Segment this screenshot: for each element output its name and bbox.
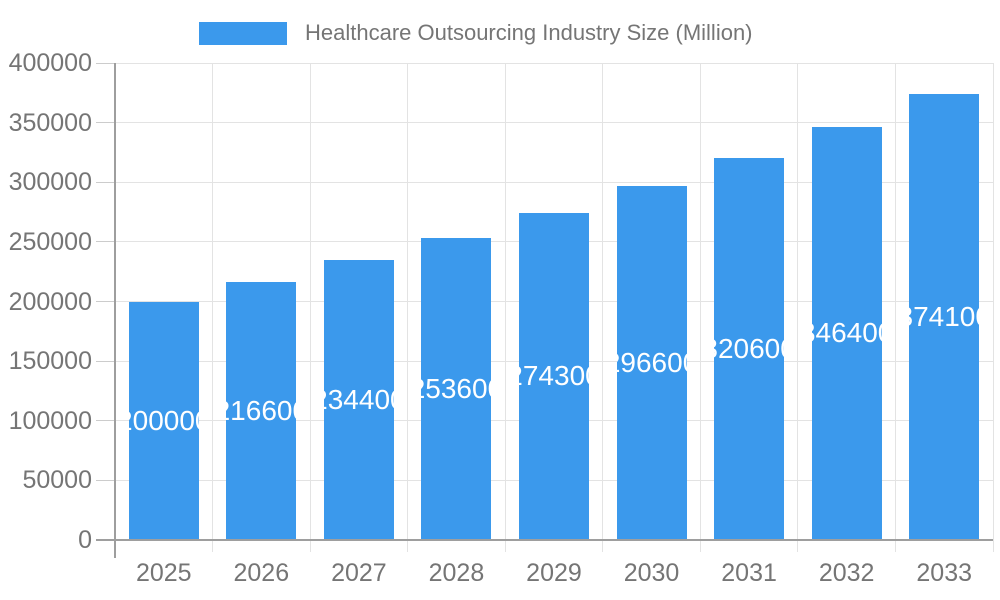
x-axis-label-2031: 2031 <box>721 559 777 587</box>
bar-2033[interactable]: 374100 <box>909 93 980 540</box>
x-axis-label-2030: 2030 <box>623 559 680 587</box>
x-axis-label-2026: 2026 <box>233 559 290 587</box>
bar-value-label-2032: 346400 <box>812 317 882 349</box>
gridline-h-300000 <box>115 181 993 183</box>
y-axis-tick-label-250000: 250000 <box>8 227 92 256</box>
bar-2029[interactable]: 274300 <box>519 212 589 540</box>
legend-label: Healthcare Outsourcing Industry Size (Mi… <box>305 20 753 45</box>
gridline-v <box>797 63 799 552</box>
y-axis-tick-label-300000: 300000 <box>8 168 92 197</box>
gridline-v <box>212 63 214 552</box>
bar-2026[interactable]: 216600 <box>226 281 297 540</box>
bar-2027[interactable]: 234400 <box>323 260 394 540</box>
gridline-v <box>602 63 604 552</box>
bar-2028[interactable]: 253600 <box>421 237 492 540</box>
x-axis-line <box>96 539 993 541</box>
x-axis-label-2033: 2033 <box>916 559 973 587</box>
gridline-v <box>407 63 409 552</box>
x-axis-label-2028: 2028 <box>428 559 485 587</box>
y-axis-tick <box>96 181 115 183</box>
x-axis-label-2025: 2025 <box>135 559 192 587</box>
chart-legend: Healthcare Outsourcing Industry Size (Mi… <box>199 20 753 46</box>
bar-2030[interactable]: 296600 <box>616 186 687 540</box>
y-axis-tick-label-100000: 100000 <box>8 406 92 435</box>
y-axis-tick-label-400000: 400000 <box>8 49 92 77</box>
bar-value-label-2027: 234400 <box>324 384 394 416</box>
x-axis-label-2027: 2027 <box>331 559 387 587</box>
y-axis-tick-label-350000: 350000 <box>8 108 92 137</box>
y-axis-line <box>114 63 116 558</box>
gridline-h-400000 <box>115 62 993 64</box>
gridline-v <box>504 63 506 552</box>
y-axis-tick <box>96 122 115 124</box>
y-axis-tick <box>96 62 115 64</box>
x-axis-label-2029: 2029 <box>526 559 582 587</box>
x-axis-label-2032: 2032 <box>818 559 875 587</box>
legend-swatch <box>199 21 287 45</box>
gridline-v <box>699 63 701 552</box>
gridline-v <box>992 63 994 552</box>
bar-value-label-2033: 374100 <box>909 300 979 332</box>
bar-value-label-2029: 274300 <box>519 360 589 392</box>
gridline-h-350000 <box>115 122 993 124</box>
y-axis-tick <box>96 360 115 362</box>
y-axis-tick <box>96 241 115 243</box>
y-axis-tick-label-0: 0 <box>78 526 92 554</box>
bar-value-label-2028: 253600 <box>421 372 491 404</box>
y-axis-tick <box>96 301 115 302</box>
y-axis-tick-label-200000: 200000 <box>8 287 92 316</box>
bar-2031[interactable]: 320600 <box>714 157 785 540</box>
y-axis-tick-label-150000: 150000 <box>8 347 92 376</box>
bar-value-label-2025: 200000 <box>129 404 199 436</box>
bar-value-label-2030: 296600 <box>617 347 687 379</box>
bar-2032[interactable]: 346400 <box>811 126 882 540</box>
y-axis-tick-label-50000: 50000 <box>22 466 92 495</box>
gridline-v <box>309 63 311 552</box>
bar-2025[interactable]: 200000 <box>128 301 199 540</box>
bar-value-label-2026: 216600 <box>226 394 296 426</box>
bar-value-label-2031: 320600 <box>714 332 784 364</box>
gridline-v <box>894 63 896 552</box>
y-axis-tick <box>96 420 115 422</box>
y-axis-tick <box>96 479 115 481</box>
